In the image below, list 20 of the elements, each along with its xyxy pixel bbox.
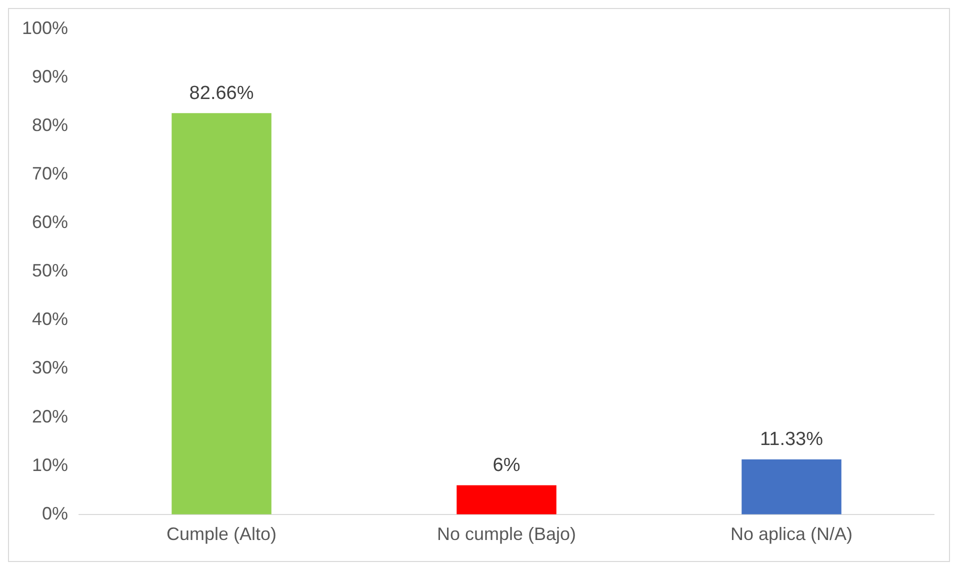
x-tick-label: Cumple (Alto)	[166, 524, 277, 544]
y-tick-label: 80%	[32, 115, 68, 136]
data-label: 11.33%	[760, 429, 824, 450]
x-tick-label: No cumple (Bajo)	[436, 524, 576, 544]
data-label: 82.66%	[189, 82, 254, 104]
x-tick-label: No aplica (N/A)	[730, 524, 853, 544]
y-tick-label: 100%	[22, 18, 68, 38]
y-tick-label: 10%	[32, 454, 68, 475]
y-tick-label: 50%	[32, 260, 68, 281]
bar	[742, 459, 842, 514]
y-tick-label: 0%	[42, 503, 68, 524]
y-tick-label: 30%	[32, 358, 68, 378]
y-tick-label: 70%	[32, 164, 68, 184]
bar	[172, 113, 272, 514]
y-tick-label: 40%	[32, 309, 68, 330]
y-tick-label: 60%	[32, 212, 68, 232]
y-tick-label: 20%	[32, 406, 68, 426]
data-label: 6%	[492, 455, 520, 476]
bar	[456, 485, 556, 514]
y-tick-label: 90%	[32, 66, 68, 87]
